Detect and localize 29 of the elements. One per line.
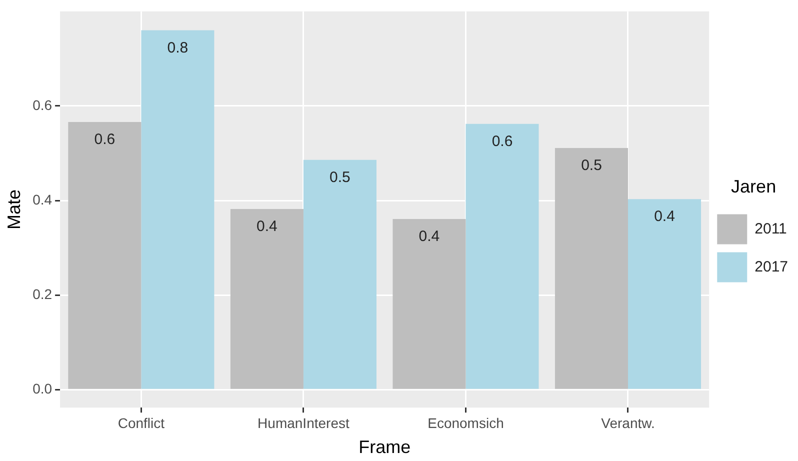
y-tick-label: 0.0	[32, 380, 52, 396]
legend-label: 2011	[754, 220, 787, 238]
x-tick-label: Economsich	[428, 414, 504, 431]
x-tick-label: Conflict	[118, 414, 165, 431]
data-label: 0.4	[418, 228, 440, 246]
data-label: 0.4	[256, 218, 278, 236]
bar	[554, 148, 628, 389]
data-label: 0.6	[94, 131, 116, 148]
data-label: 0.6	[492, 133, 513, 150]
data-label: 0.4	[654, 208, 675, 226]
bar	[628, 199, 702, 389]
bar	[303, 160, 376, 389]
data-label: 0.8	[167, 39, 188, 56]
legend-title: Jaren	[731, 176, 776, 197]
bar	[392, 218, 466, 389]
data-label: 0.5	[330, 168, 350, 186]
data-label: 0.5	[581, 157, 602, 174]
legend-label: 2017	[754, 258, 788, 276]
y-axis-title: Mate	[4, 189, 24, 230]
y-tick-label: 0.6	[32, 96, 52, 113]
x-axis-title: Frame	[358, 437, 411, 458]
y-tick-label: 0.2	[32, 286, 52, 302]
y-tick-label: 0.4	[32, 191, 52, 208]
bar	[466, 124, 539, 389]
bar	[68, 122, 142, 389]
bar	[141, 30, 214, 389]
bar	[230, 209, 304, 389]
x-tick-label: HumanInterest	[258, 414, 350, 431]
x-tick-label: Verantw.	[601, 414, 655, 431]
